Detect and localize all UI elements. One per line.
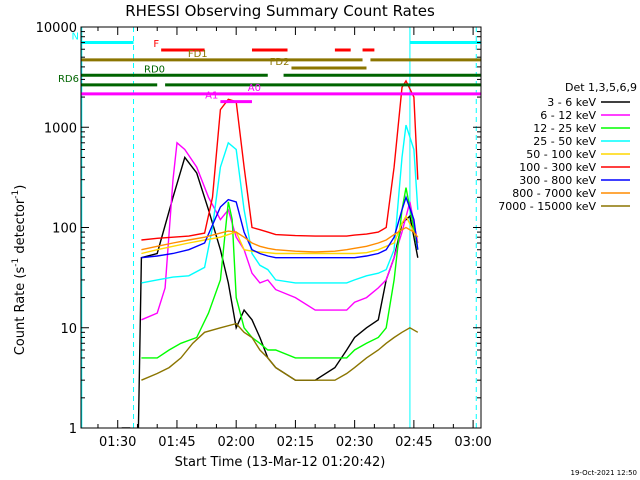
series-line bbox=[141, 124, 419, 284]
legend-entry-label: 6 - 12 keV bbox=[540, 109, 596, 122]
x-tick-label: 02:15 bbox=[277, 435, 314, 450]
legend-entry-label: 3 - 6 keV bbox=[547, 96, 596, 109]
series-line bbox=[141, 322, 419, 381]
x-tick-label: 02:00 bbox=[217, 435, 254, 450]
legend-entry-label: 300 - 800 keV bbox=[519, 174, 596, 187]
y-axis-label-end: ) bbox=[13, 185, 28, 190]
flag-bar-label: RD0 bbox=[144, 64, 165, 75]
series-line bbox=[121, 155, 419, 428]
y-axis-label: Count Rate (s-1 detector-1) bbox=[11, 185, 28, 356]
flag-bar-label: RD6 bbox=[58, 74, 79, 85]
y-tick-label: 1000 bbox=[44, 121, 77, 136]
flag-bar-label: N bbox=[72, 32, 79, 43]
legend-entry-label: 50 - 100 keV bbox=[526, 148, 596, 161]
y-axis-label-mid: detector bbox=[13, 198, 28, 258]
y-tick-label: 1 bbox=[69, 422, 77, 437]
series-line bbox=[141, 195, 419, 259]
legend-entry-label: 7000 - 15000 keV bbox=[498, 200, 596, 213]
flag-bar-label: A1 bbox=[205, 91, 218, 102]
series-line bbox=[141, 141, 419, 321]
x-tick-label: 02:45 bbox=[395, 435, 432, 450]
x-tick-label: 01:30 bbox=[99, 435, 136, 450]
y-axis-label-sup2: -1 bbox=[11, 190, 21, 199]
x-tick-label: 02:30 bbox=[336, 435, 373, 450]
y-axis-ticks: 1 10 100 1000 10000 bbox=[36, 21, 481, 437]
y-axis-label-sup1: -1 bbox=[11, 258, 21, 267]
y-tick-label: 10000 bbox=[36, 21, 77, 36]
flag-bar-label: FD2 bbox=[270, 57, 290, 68]
x-axis-label: Start Time (13-Mar-12 01:20:42) bbox=[175, 455, 386, 470]
chart-title: RHESSI Observing Summary Count Rates bbox=[125, 2, 435, 20]
x-tick-label: 01:45 bbox=[158, 435, 195, 450]
series-lines bbox=[121, 79, 419, 428]
flag-bars: N F FD1 FD2 RD0 RD6 A0 A1 bbox=[58, 32, 481, 104]
flag-bar-label: FD1 bbox=[188, 49, 208, 60]
series-line bbox=[141, 226, 419, 253]
series-line bbox=[141, 187, 419, 359]
legend-entry-label: 800 - 7000 keV bbox=[512, 187, 596, 200]
legend-entry-label: 25 - 50 keV bbox=[533, 135, 596, 148]
y-axis-label-main: Count Rate (s bbox=[13, 267, 28, 356]
series-line bbox=[141, 214, 419, 255]
y-tick-label: 100 bbox=[52, 222, 77, 237]
flag-bar-label: F bbox=[153, 39, 159, 50]
vertical-markers bbox=[81, 27, 477, 428]
flag-bar-label: A0 bbox=[248, 83, 261, 94]
x-tick-label: 03:00 bbox=[454, 435, 491, 450]
y-tick-label: 10 bbox=[60, 322, 77, 337]
x-axis-ticks: 01:30 01:45 02:00 02:15 02:30 02:45 03:00 bbox=[97, 27, 492, 450]
footer-date: 19-Oct-2021 12:50 bbox=[571, 469, 637, 477]
series-line bbox=[141, 79, 419, 241]
legend-entry-label: 100 - 300 keV bbox=[519, 161, 596, 174]
legend-title: Det 1,3,5,6,9 bbox=[565, 81, 637, 94]
plot-frame bbox=[80, 26, 482, 429]
legend-entry-label: 12 - 25 keV bbox=[533, 122, 596, 135]
